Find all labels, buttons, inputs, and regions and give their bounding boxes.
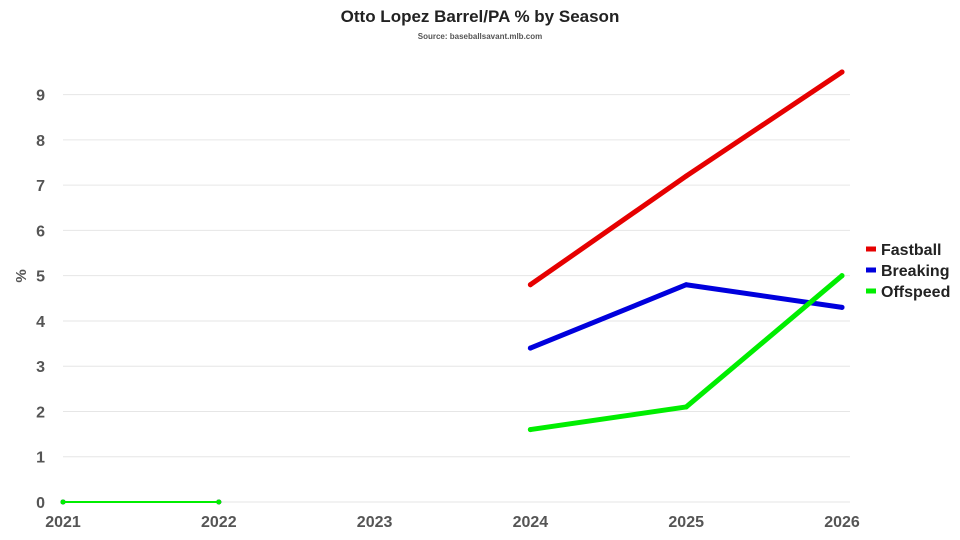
series-breaking [60, 282, 845, 505]
chart-title: Otto Lopez Barrel/PA % by Season [341, 7, 620, 26]
y-tick-label: 2 [36, 404, 45, 421]
data-point [216, 499, 222, 505]
y-tick-label: 3 [36, 359, 45, 376]
data-point [527, 345, 533, 351]
y-tick-label: 7 [36, 178, 45, 195]
data-point [839, 69, 845, 75]
data-point [839, 304, 845, 310]
chart-subtitle: Source: baseballsavant.mlb.com [418, 32, 543, 41]
x-tick-label: 2026 [824, 514, 860, 531]
legend: Fastball Breaking Offspeed [866, 242, 950, 301]
data-point [683, 282, 689, 288]
y-tick-label: 8 [36, 133, 45, 150]
y-axis: 0 1 2 3 4 5 6 7 8 9 [36, 88, 45, 512]
legend-label-fastball: Fastball [881, 242, 941, 259]
data-point [527, 282, 533, 288]
data-point [60, 499, 66, 505]
series-lines [60, 69, 845, 505]
series-fastball [60, 69, 845, 505]
y-axis-label: % [13, 269, 30, 282]
y-tick-label: 5 [36, 269, 45, 286]
x-tick-label: 2021 [45, 514, 81, 531]
x-tick-label: 2025 [668, 514, 704, 531]
y-tick-label: 6 [36, 223, 45, 240]
x-tick-label: 2023 [357, 514, 393, 531]
data-point [527, 427, 533, 433]
legend-label-offspeed: Offspeed [881, 284, 950, 301]
y-tick-label: 4 [36, 314, 45, 331]
x-tick-label: 2022 [201, 514, 237, 531]
x-axis: 2021 2022 2023 2024 2025 2026 [45, 514, 860, 531]
data-point [683, 404, 689, 410]
y-tick-label: 0 [36, 495, 45, 512]
grid [63, 94, 850, 503]
data-point [839, 273, 845, 279]
series-offspeed [60, 273, 845, 505]
legend-label-breaking: Breaking [881, 263, 949, 280]
y-tick-label: 9 [36, 88, 45, 105]
data-point [683, 173, 689, 179]
x-tick-label: 2024 [513, 514, 549, 531]
y-tick-label: 1 [36, 450, 45, 467]
